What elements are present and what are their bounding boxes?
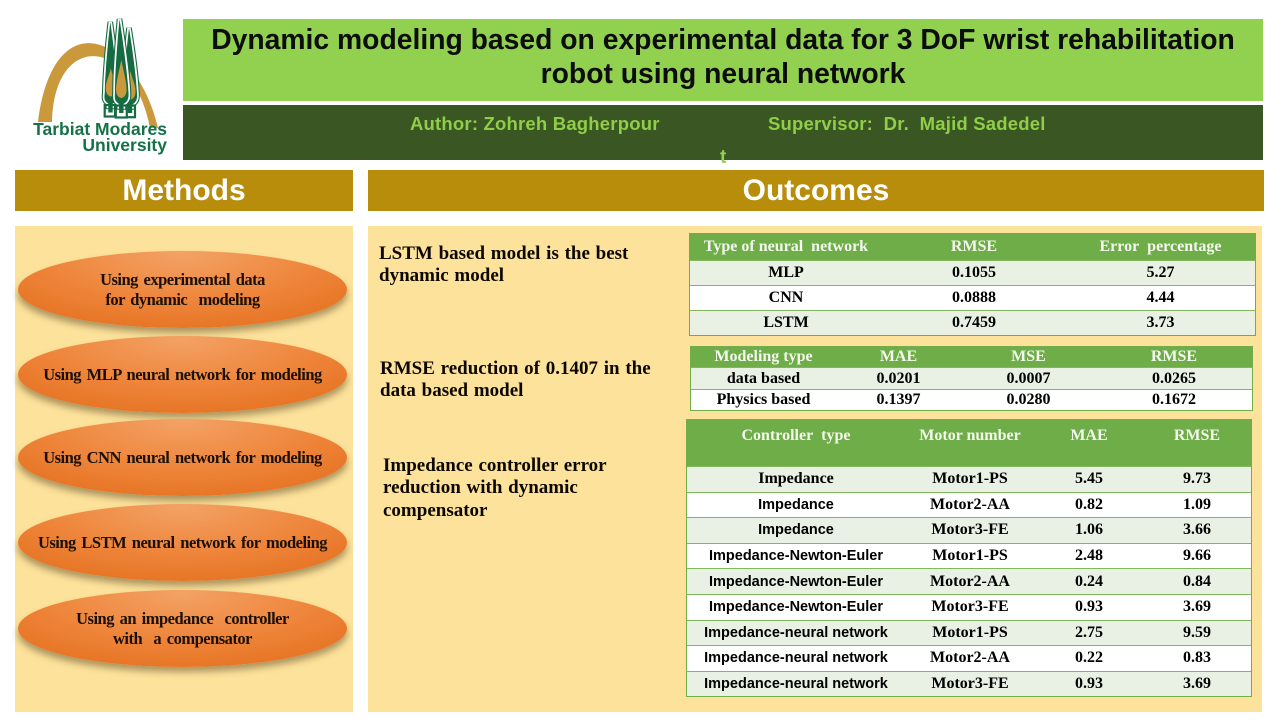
svg-text:Tarbiat Modares: Tarbiat Modares xyxy=(33,119,167,139)
svg-text:University: University xyxy=(82,135,167,155)
